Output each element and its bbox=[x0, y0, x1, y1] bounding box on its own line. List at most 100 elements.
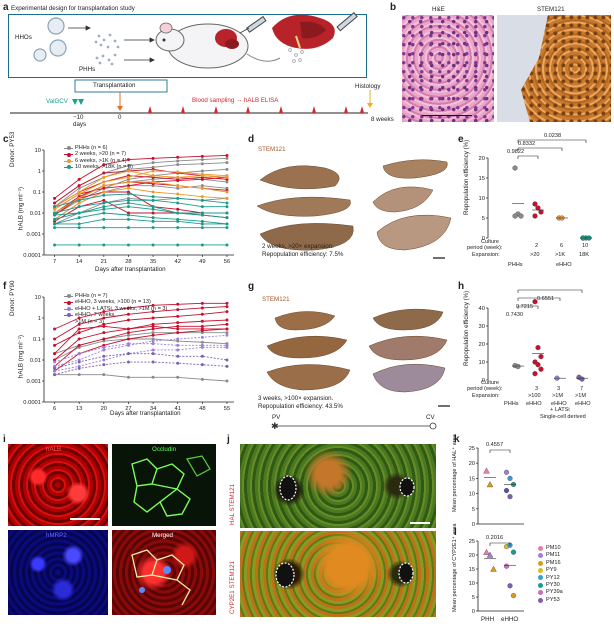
day-minus10-label: −10 bbox=[73, 114, 84, 121]
data-point bbox=[225, 190, 229, 194]
panel-j-bottom-text: CYP2E1 STEM121 bbox=[229, 561, 236, 614]
chart-h-group-latsi: + LATSi bbox=[550, 407, 570, 413]
data-point bbox=[77, 331, 81, 335]
panel-j-bottom-label: CYP2E1 STEM121 bbox=[229, 561, 236, 614]
data-point bbox=[151, 243, 155, 247]
x-tick-label: 48 bbox=[199, 406, 205, 412]
data-point bbox=[176, 243, 180, 247]
series-line bbox=[54, 311, 228, 346]
data-point bbox=[176, 155, 180, 159]
mouse-icon bbox=[155, 22, 281, 69]
series-line bbox=[54, 332, 227, 355]
data-point bbox=[200, 219, 204, 223]
organoid-icon bbox=[47, 17, 65, 35]
data-point bbox=[176, 354, 180, 358]
data-point bbox=[126, 201, 130, 205]
data-point bbox=[102, 373, 106, 377]
data-point bbox=[126, 333, 130, 337]
data-point bbox=[102, 207, 106, 211]
legend-item: PM16 bbox=[538, 560, 563, 566]
y-tick-label: 10 bbox=[479, 196, 485, 202]
data-point bbox=[503, 469, 510, 475]
data-point bbox=[77, 366, 81, 370]
data-point bbox=[225, 322, 229, 326]
data-point bbox=[225, 345, 229, 349]
data-point bbox=[77, 192, 81, 196]
y-tick-label: 10 bbox=[469, 581, 475, 587]
data-point bbox=[200, 377, 204, 381]
chart-c-xlabel: Days after transplantation bbox=[95, 266, 166, 273]
data-point bbox=[490, 565, 497, 572]
panel-label-d: d bbox=[248, 134, 255, 145]
chart-h-row1b: period (week): bbox=[467, 386, 503, 392]
x-tick-label: 28 bbox=[125, 259, 131, 265]
chart-h-p1: 0.6551 bbox=[537, 296, 555, 302]
data-point bbox=[579, 376, 585, 382]
valgcv-markers bbox=[72, 99, 84, 105]
data-point bbox=[225, 201, 229, 205]
series-line bbox=[54, 302, 227, 330]
series-line bbox=[54, 175, 228, 208]
chart-f-halb-py90: 10 1 0.1 0.01 0.001 0.0001 6 13 20 27 34 41 48 55 bbox=[23, 295, 234, 412]
panel-j-top-label: HAL STEM121 bbox=[229, 484, 236, 525]
panel-d-caption1: 2 weeks, >20× expansion. bbox=[262, 243, 334, 250]
data-point bbox=[176, 201, 180, 205]
y-tick-label: 0 bbox=[472, 522, 475, 528]
x-tick-label: 21 bbox=[101, 259, 107, 265]
chart-e-repopulation: 0 5 10 15 20 bbox=[479, 139, 592, 242]
data-point bbox=[225, 180, 229, 184]
data-point bbox=[176, 308, 180, 312]
data-point bbox=[102, 348, 106, 352]
data-point bbox=[102, 358, 106, 362]
data-point bbox=[176, 211, 180, 215]
series-line bbox=[54, 334, 228, 367]
chart-h-single-cell: Single-cell derived bbox=[540, 414, 586, 420]
data-point bbox=[225, 196, 229, 200]
data-point bbox=[77, 352, 81, 356]
y-tick-label: 0.1 bbox=[33, 337, 41, 343]
data-point bbox=[102, 316, 106, 320]
y-tick-label: 20 bbox=[479, 156, 485, 162]
data-point bbox=[77, 337, 81, 341]
data-point bbox=[77, 322, 81, 326]
data-point bbox=[176, 314, 180, 318]
data-point bbox=[77, 177, 81, 181]
data-point bbox=[126, 205, 130, 209]
data-point bbox=[126, 306, 130, 310]
stem121-label-b: STEM121 bbox=[537, 6, 565, 13]
data-point bbox=[102, 190, 106, 194]
series-line bbox=[54, 306, 227, 340]
chart-h-group-ehho-latsi: eHHO bbox=[551, 401, 567, 407]
data-point bbox=[518, 213, 524, 219]
y-tick-label: 15 bbox=[479, 176, 485, 182]
data-point bbox=[126, 158, 130, 162]
series-line bbox=[54, 346, 227, 372]
x-tick-label: 14 bbox=[76, 259, 83, 265]
series-line bbox=[54, 181, 228, 214]
chart-f-legend: PHHs (n = 7) eHHO, 3 weeks, >100 (n = 13… bbox=[64, 293, 167, 325]
data-point bbox=[225, 153, 229, 157]
histology-label: Histology bbox=[355, 83, 381, 90]
data-point bbox=[77, 201, 81, 205]
y-tick-label: 0.0001 bbox=[23, 253, 41, 259]
x-tick-label: 56 bbox=[224, 259, 230, 265]
series-line bbox=[54, 187, 227, 220]
data-point bbox=[225, 216, 229, 220]
hmrp2-label: hMRP2 bbox=[46, 532, 67, 539]
donor-legend: PM10 PM11 PM16 PY9 PY12 PY30 PY39a PY53 bbox=[538, 545, 563, 604]
data-point bbox=[200, 327, 204, 331]
data-point bbox=[151, 190, 155, 194]
data-point bbox=[126, 175, 130, 179]
x-tick-label: 42 bbox=[174, 259, 180, 265]
data-point bbox=[151, 161, 155, 165]
chart-e-row1: Culture bbox=[481, 239, 500, 245]
scale-bar bbox=[410, 522, 430, 524]
data-point bbox=[53, 211, 57, 215]
data-point bbox=[225, 243, 229, 247]
data-point bbox=[102, 243, 106, 247]
data-point bbox=[151, 316, 155, 320]
data-point bbox=[200, 345, 204, 349]
data-point bbox=[151, 198, 155, 202]
data-point bbox=[532, 371, 538, 377]
data-point bbox=[53, 366, 57, 370]
